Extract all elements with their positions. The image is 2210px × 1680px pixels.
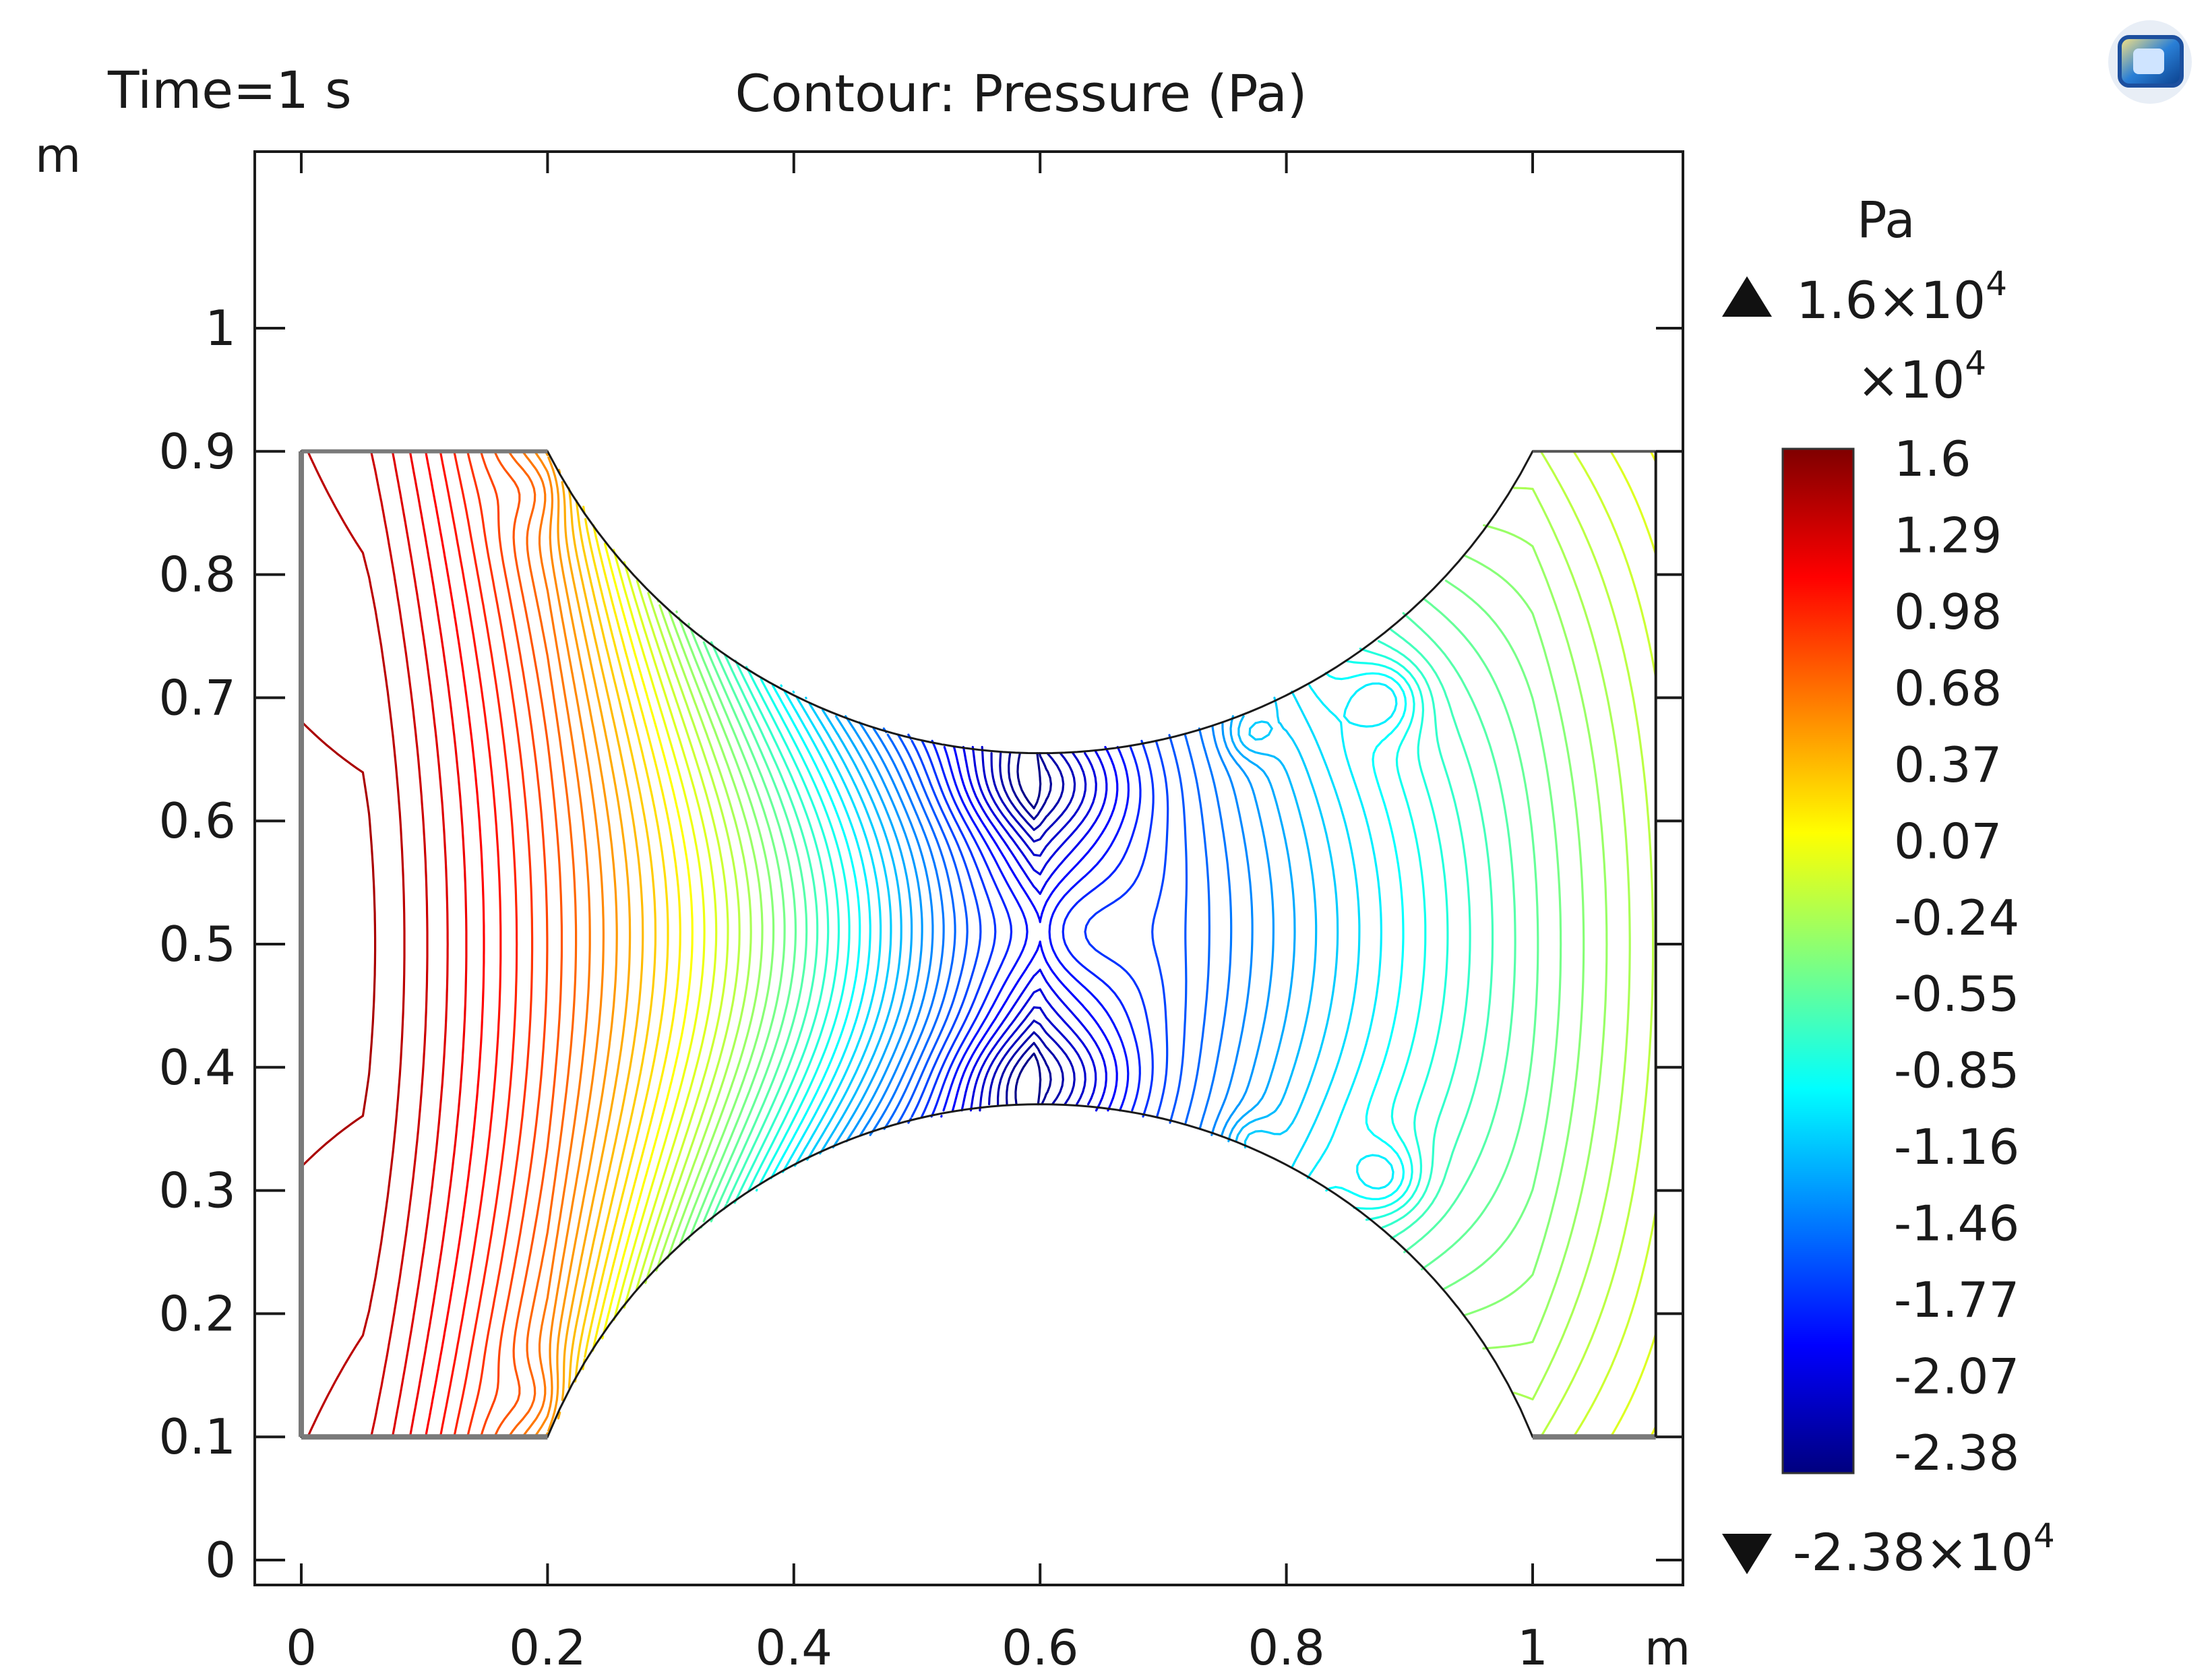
y-axis-unit: m bbox=[35, 128, 81, 183]
contour-line bbox=[960, 745, 1108, 1112]
contour-line bbox=[845, 715, 1275, 1143]
contour-line bbox=[921, 739, 1155, 1118]
contour-line bbox=[391, 450, 449, 1438]
x-tick-label: 1 bbox=[1517, 1619, 1548, 1676]
colorbar-tick-label: 1.29 bbox=[1894, 507, 2002, 563]
colorbar-tick-label: -2.38 bbox=[1894, 1425, 2019, 1481]
contour-line bbox=[567, 487, 644, 1389]
y-tick-label: 0.4 bbox=[158, 1039, 236, 1096]
app-logo-icon bbox=[2108, 20, 2192, 104]
x-tick-labels: 0 0.2 0.4 0.6 0.8 1 bbox=[286, 1619, 1548, 1676]
min-triangle-marker bbox=[1722, 1534, 1772, 1574]
contour-line bbox=[557, 468, 632, 1420]
contour-line bbox=[300, 720, 377, 1169]
colorbar-tick-label: 0.07 bbox=[1894, 813, 2002, 869]
contour-line bbox=[493, 450, 563, 1438]
y-tick-label: 0.2 bbox=[158, 1285, 236, 1342]
contour-line bbox=[858, 721, 1254, 1136]
contour-line bbox=[479, 450, 549, 1438]
contour-line bbox=[805, 696, 1339, 1161]
contour-line bbox=[439, 450, 502, 1438]
y-tick-label: 0.8 bbox=[158, 547, 236, 603]
x-tick-label: 0.6 bbox=[1002, 1619, 1079, 1676]
y-tick-labels: 0 0.1 0.2 0.3 0.4 0.5 0.6 0.7 0.8 0.9 1 bbox=[158, 300, 236, 1588]
contour-line bbox=[425, 450, 485, 1438]
colorbar-tick-label: -2.07 bbox=[1894, 1348, 2019, 1405]
colorbar-tick-label: -1.77 bbox=[1894, 1272, 2019, 1328]
colorbar-max-label: 1.6×104 bbox=[1796, 264, 2007, 330]
colorbar bbox=[1781, 447, 1855, 1474]
contour-line bbox=[988, 752, 1076, 1106]
contour-line bbox=[969, 745, 1097, 1112]
contour-line bbox=[466, 450, 534, 1438]
y-tick-label: 0.3 bbox=[158, 1162, 236, 1219]
axes-frame bbox=[253, 150, 1684, 1586]
x-tick-label: 0.8 bbox=[1248, 1619, 1325, 1676]
y-tick-label: 1 bbox=[205, 300, 236, 356]
contour-lines bbox=[300, 450, 1657, 1438]
x-tick-label: 0.2 bbox=[509, 1619, 586, 1676]
contour-line bbox=[544, 450, 618, 1438]
colorbar-tick-label: 0.68 bbox=[1894, 660, 2002, 716]
colorbar-unit: Pa bbox=[1857, 191, 1915, 249]
contour-line bbox=[997, 752, 1065, 1106]
plot-frame bbox=[253, 150, 1684, 1586]
x-tick-label: 0 bbox=[286, 1619, 317, 1676]
y-tick-label: 0.6 bbox=[158, 792, 236, 849]
colorbar-tick-label: 0.37 bbox=[1894, 737, 2002, 793]
colorbar-tick-label: 0.98 bbox=[1894, 584, 2002, 640]
y-tick-label: 0.1 bbox=[158, 1408, 236, 1465]
contour-line bbox=[1006, 752, 1052, 1106]
contour-line bbox=[667, 524, 1608, 1350]
colorbar-scale-label: ×104 bbox=[1857, 344, 1986, 410]
contour-line bbox=[745, 648, 1449, 1221]
contour-line bbox=[770, 672, 1407, 1200]
contour-line bbox=[675, 555, 1585, 1317]
contour-line bbox=[930, 739, 1142, 1118]
colorbar-tick-label: 1.6 bbox=[1894, 431, 1971, 487]
y-tick-label: 0.7 bbox=[158, 669, 236, 726]
contour-line bbox=[819, 709, 1318, 1155]
colorbar-tick-label: -1.46 bbox=[1894, 1195, 2019, 1252]
contour-line bbox=[780, 682, 1398, 1190]
y-tick-label: 0.9 bbox=[158, 423, 236, 480]
contour-line bbox=[952, 745, 1119, 1112]
contour-line bbox=[601, 542, 694, 1340]
contour-line bbox=[453, 450, 518, 1438]
contour-line bbox=[755, 660, 1427, 1210]
time-label: Time=1 s bbox=[107, 60, 352, 120]
contour-line bbox=[940, 745, 1130, 1118]
colorbar-tick-label: -1.16 bbox=[1894, 1119, 2019, 1175]
y-tick-label: 0 bbox=[205, 1532, 236, 1588]
contour-line bbox=[792, 690, 1361, 1168]
max-triangle-marker bbox=[1722, 276, 1772, 317]
colorbar-tick-label: -0.85 bbox=[1894, 1043, 2019, 1099]
contour-line bbox=[408, 450, 468, 1438]
contour-line bbox=[635, 450, 1657, 1438]
contour-line bbox=[623, 450, 1657, 1438]
colorbar-tick-labels: 1.6 1.29 0.98 0.68 0.37 0.07 -0.24 -0.55 -0.85 -1… bbox=[1894, 431, 2019, 1481]
chart-title: Contour: Pressure (Pa) bbox=[735, 63, 1308, 123]
contour-line bbox=[307, 450, 406, 1438]
contour-line bbox=[687, 580, 1562, 1290]
colorbar-tick-label: -0.24 bbox=[1894, 890, 2019, 946]
contour-line bbox=[896, 733, 1188, 1124]
contour-line bbox=[1014, 752, 1042, 1106]
contour-line bbox=[370, 450, 429, 1438]
x-axis-unit: m bbox=[1645, 1621, 1690, 1676]
colorbar-tick-label: -0.55 bbox=[1894, 966, 2019, 1022]
colorbar-min-label: -2.38×104 bbox=[1793, 1516, 2055, 1582]
domain-straight-edges bbox=[299, 449, 1657, 1440]
contour-line bbox=[613, 450, 1657, 1438]
contour-line bbox=[644, 450, 1655, 1438]
y-tick-label: 0.5 bbox=[158, 916, 236, 972]
x-tick-label: 0.4 bbox=[756, 1619, 833, 1676]
